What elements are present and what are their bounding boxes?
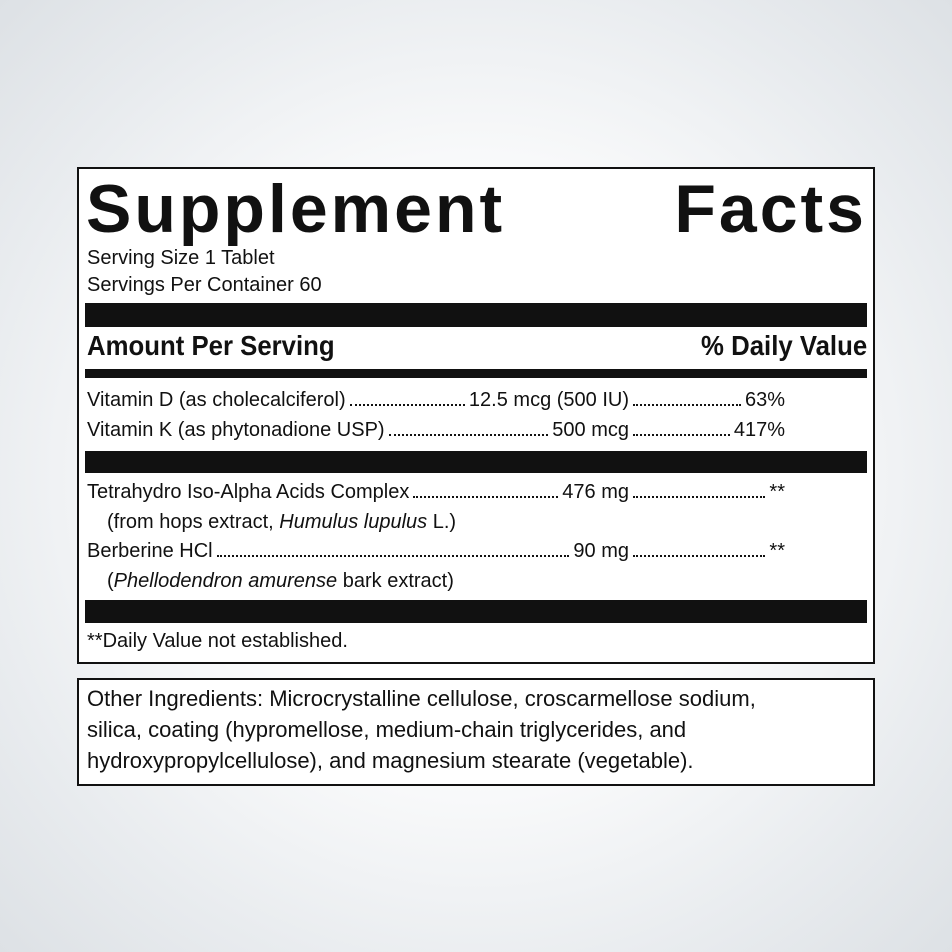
dot-leader (216, 538, 570, 557)
nutrient-note: (from hops extract, Humulus lupulus L.) (107, 509, 456, 535)
nutrient-name: Tetrahydro Iso-Alpha Acids Complex (87, 481, 410, 503)
dot-leader (349, 387, 465, 406)
row-left: Vitamin D (as cholecalciferol) 12.5 mcg (… (87, 387, 629, 413)
facts-panel: Supplement Facts Serving Size 1 Tablet S… (77, 167, 875, 664)
note-segment: Humulus lupulus (279, 511, 428, 533)
nutrient-amount: 476 mg (562, 481, 629, 503)
row-right: ** (629, 479, 785, 505)
serving-size: Serving Size 1 Tablet (87, 247, 275, 269)
title: Supplement Facts (86, 171, 867, 247)
thick-bar (85, 451, 867, 473)
title-word: Facts (674, 171, 867, 247)
nutrient-row: Vitamin D (as cholecalciferol) 12.5 mcg (… (87, 387, 785, 413)
dot-leader (633, 387, 741, 406)
title-word: Supplement (86, 171, 506, 247)
nutrient-name: Vitamin K (as phytonadione USP) (87, 419, 385, 441)
note-segment: (from hops extract, (107, 511, 280, 533)
nutrient-row: Tetrahydro Iso-Alpha Acids Complex 476 mg… (87, 479, 785, 505)
daily-value: ** (769, 481, 785, 503)
row-right: 63% (629, 387, 785, 413)
column-header: Amount Per Serving % Daily Value (87, 329, 867, 363)
nutrient-name: Berberine HCl (87, 540, 213, 562)
note-segment: Phellodendron amurense (113, 570, 338, 592)
dot-leader (633, 538, 766, 557)
ingredients-line: Other Ingredients: Microcrystalline cell… (87, 686, 756, 711)
nutrient-amount: 500 mcg (552, 419, 629, 441)
note-segment: ( (107, 570, 114, 592)
ingredients-line: silica, coating (hypromellose, medium-ch… (87, 717, 687, 742)
row-left: Berberine HCl 90 mg (87, 538, 629, 564)
amount-header: Amount Per Serving (87, 330, 335, 361)
daily-value: 63% (744, 389, 785, 411)
row-right: 417% (629, 417, 785, 443)
daily-value: ** (769, 540, 785, 562)
thick-bar (85, 600, 867, 623)
thick-bar (85, 303, 867, 327)
nutrient-note: (Phellodendron amurense bark extract) (107, 568, 454, 594)
row-left: Tetrahydro Iso-Alpha Acids Complex 476 mg (87, 479, 629, 505)
note-segment: L.) (427, 511, 457, 533)
nutrient-name: Vitamin D (as cholecalciferol) (87, 389, 346, 411)
servings-per-container: Servings Per Container 60 (87, 274, 322, 296)
note-segment: bark extract) (337, 570, 454, 592)
nutrient-row: Berberine HCl 90 mg ** (87, 538, 785, 564)
daily-value-header: % Daily Value (701, 330, 868, 361)
row-right: ** (629, 538, 785, 564)
dot-leader (633, 417, 730, 436)
nutrient-amount: 90 mg (573, 540, 629, 562)
other-ingredients-panel: Other Ingredients: Microcrystalline cell… (77, 678, 875, 786)
dot-leader (413, 479, 559, 498)
ingredients-line: hydroxypropylcellulose), and magnesium s… (87, 748, 694, 773)
footnote: **Daily Value not established. (87, 630, 348, 652)
dot-leader (388, 417, 549, 436)
nutrient-amount: 12.5 mcg (500 IU) (468, 389, 629, 411)
nutrient-row: Vitamin K (as phytonadione USP) 500 mcg 41… (87, 417, 785, 443)
daily-value: 417% (733, 419, 785, 441)
row-left: Vitamin K (as phytonadione USP) 500 mcg (87, 417, 629, 443)
dot-leader (633, 479, 766, 498)
medium-bar (85, 369, 867, 378)
